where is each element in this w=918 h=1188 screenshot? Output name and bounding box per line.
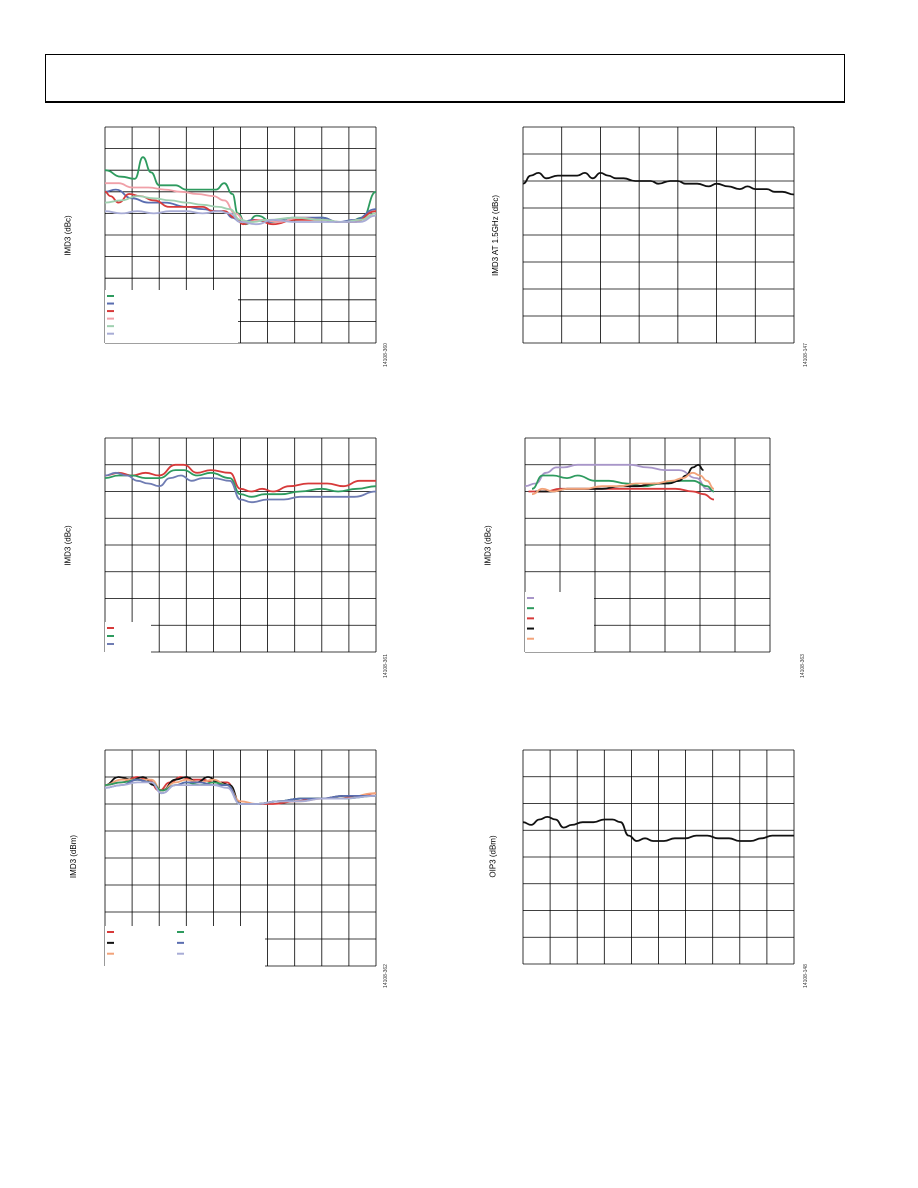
series-line-5	[104, 195, 377, 223]
chart-plot	[522, 749, 795, 965]
y-axis-label: IMD3 (dBm)	[69, 834, 79, 879]
y-axis-label: IMD3 AT 1.5GHz (dBc)	[491, 194, 501, 277]
y-axis-label: OIP3 (dBm)	[488, 835, 498, 878]
y-axis-label: IMD3 (dBc)	[483, 525, 493, 566]
series-line-2	[104, 469, 377, 498]
figure-id: 14108-363	[799, 654, 806, 678]
figure-id: 14108-147	[802, 343, 809, 367]
series-line-1	[524, 463, 715, 493]
series-line-2	[104, 188, 377, 223]
legend-box	[105, 926, 265, 968]
series-line-1	[104, 463, 376, 493]
chart-plot	[104, 126, 377, 344]
figure-id: 14108-148	[802, 964, 809, 988]
series-line-5	[531, 471, 715, 496]
chart-plot	[524, 437, 771, 653]
figure-id: 14108-361	[382, 654, 389, 678]
legend-box	[105, 622, 151, 654]
series-line-3	[104, 471, 377, 504]
y-axis-label: IMD3 (dBc)	[63, 215, 73, 256]
legend-box	[105, 290, 238, 343]
series-line-3	[528, 487, 715, 501]
chart-plot	[522, 126, 795, 344]
chart-plot	[104, 437, 377, 654]
series-line-1	[522, 172, 795, 196]
chart-plot	[104, 749, 377, 968]
legend-box	[525, 592, 594, 652]
y-axis-label: IMD3 (dBc)	[63, 525, 73, 566]
series-line-6	[104, 210, 377, 226]
series-line-6	[104, 781, 377, 805]
series-line-2	[531, 474, 715, 493]
figure-id: 14108-362	[382, 964, 389, 988]
page-header-box	[45, 54, 845, 103]
series-line-1	[522, 816, 794, 842]
figure-id: 14108-360	[382, 343, 389, 367]
